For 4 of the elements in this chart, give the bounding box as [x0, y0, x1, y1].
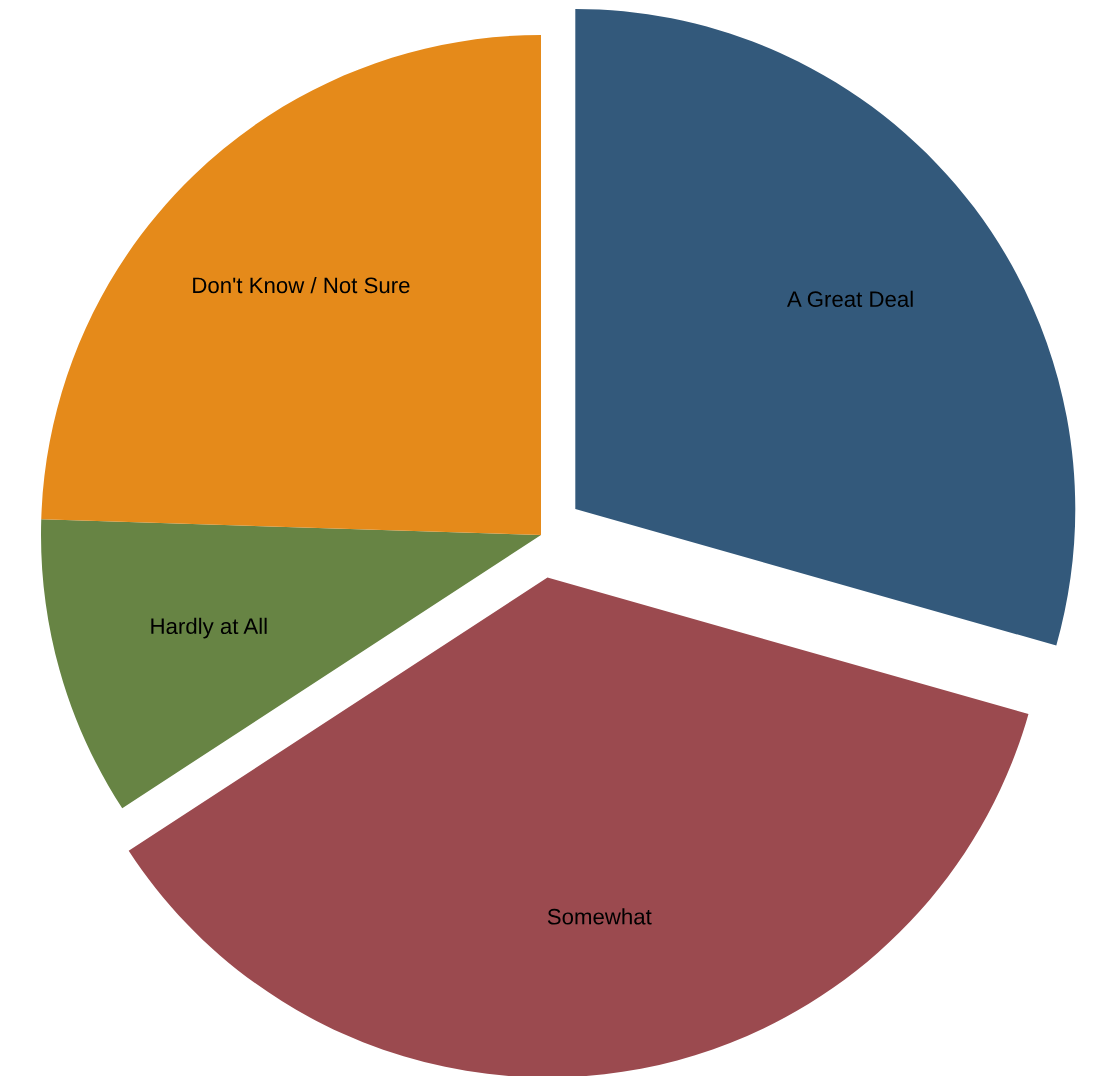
slice-label: Hardly at All	[151, 617, 267, 639]
slice-label: Somewhat	[547, 908, 652, 925]
slice-label: Don't Know / Not Sure	[193, 276, 410, 294]
slice-label: A Great Deal	[786, 290, 913, 308]
